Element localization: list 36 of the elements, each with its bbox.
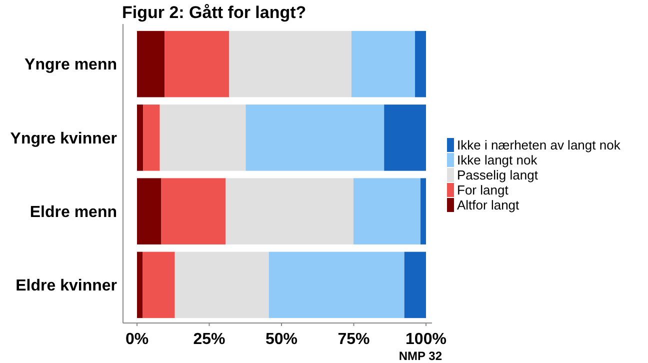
chart-title: Figur 2: Gått for langt? (122, 3, 306, 22)
x-tick-label: 75% (338, 331, 370, 348)
x-tick-label: 0% (125, 331, 149, 348)
legend-label: Passelig langt (457, 168, 538, 182)
y-tick-label: Eldre kvinner (16, 278, 117, 295)
y-tick-label: Eldre menn (30, 204, 117, 221)
x-tick-label: 50% (265, 331, 298, 348)
bar (226, 178, 354, 244)
bar (384, 104, 426, 171)
legend-label: Ikke i nærheten av langt nok (457, 138, 621, 152)
y-tick-label: Yngre kvinner (10, 130, 117, 148)
bar (137, 178, 162, 244)
bar (246, 104, 384, 171)
legend-label: Ikke langt nok (457, 152, 538, 168)
bar (353, 178, 421, 244)
bar (137, 30, 165, 98)
bar (420, 178, 426, 244)
bar (404, 252, 426, 318)
bar (351, 30, 416, 98)
legend-label: For langt (457, 182, 509, 198)
bar (229, 30, 352, 98)
bar (137, 104, 144, 171)
bar (174, 252, 269, 318)
bar (268, 252, 404, 318)
bar (143, 104, 160, 171)
x-tick-label: 100% (406, 331, 446, 348)
bar (415, 30, 426, 98)
bar (137, 252, 143, 318)
y-tick-label: Yngre menn (24, 56, 117, 74)
x-tick-label: 25% (193, 331, 226, 348)
bar (160, 104, 246, 171)
legend-label: Altfor langt (457, 198, 520, 212)
bar (142, 252, 175, 318)
bar (164, 30, 230, 98)
bar (161, 178, 226, 244)
text: NMP 32 (398, 349, 442, 363)
